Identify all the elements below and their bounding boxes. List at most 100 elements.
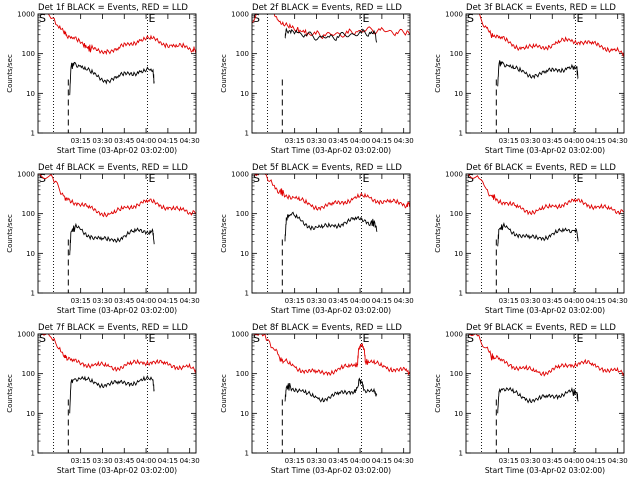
x-tick-label: 03:15 bbox=[499, 137, 519, 145]
plot-frame bbox=[251, 333, 411, 454]
y-tick-label: 1 bbox=[31, 130, 35, 138]
x-axis-label: Start Time (03-Apr-02 03:02:00) bbox=[485, 466, 605, 475]
start-label: S bbox=[39, 332, 46, 345]
lld-series-line bbox=[466, 334, 624, 377]
x-tick-label: 04:30 bbox=[180, 137, 200, 145]
y-tick-label: 1000 bbox=[17, 11, 35, 19]
x-tick-label: 04:30 bbox=[608, 297, 628, 305]
x-tick-label: 03:45 bbox=[542, 297, 562, 305]
panel-3: Det 3f BLACK = Events, RED = LLD Counts/s… bbox=[434, 3, 628, 155]
y-tick-label: 10 bbox=[454, 90, 463, 98]
plot-frame bbox=[37, 13, 197, 134]
panel-title: Det 9f BLACK = Events, RED = LLD bbox=[466, 323, 616, 333]
y-tick-label: 1000 bbox=[231, 331, 249, 339]
lld-series-line bbox=[466, 174, 624, 216]
x-tick-label: 04:00 bbox=[564, 297, 584, 305]
x-tick-label: 04:30 bbox=[394, 457, 414, 465]
y-tick-label: 1000 bbox=[231, 11, 249, 19]
x-tick-label: 04:15 bbox=[372, 457, 392, 465]
y-tick-label: 10 bbox=[240, 90, 249, 98]
end-label: E bbox=[148, 172, 155, 185]
end-label: E bbox=[148, 332, 155, 345]
x-tick-label: 03:15 bbox=[285, 137, 305, 145]
x-tick-label: 03:15 bbox=[285, 457, 305, 465]
x-tick-label: 04:15 bbox=[372, 137, 392, 145]
x-tick-label: 03:45 bbox=[114, 297, 134, 305]
start-label: S bbox=[467, 172, 474, 185]
panel-6: Det 6f BLACK = Events, RED = LLD Counts/s… bbox=[434, 163, 628, 315]
y-tick-label: 1 bbox=[31, 450, 35, 458]
x-tick-label: 04:30 bbox=[608, 137, 628, 145]
y-tick-label: 10 bbox=[26, 410, 35, 418]
x-tick-label: 03:15 bbox=[71, 297, 91, 305]
x-tick-label: 03:30 bbox=[520, 457, 540, 465]
start-label: S bbox=[253, 172, 260, 185]
x-tick-label: 03:15 bbox=[499, 297, 519, 305]
y-axis-label: Counts/sec bbox=[434, 374, 442, 413]
panel-title: Det 8f BLACK = Events, RED = LLD bbox=[252, 323, 402, 333]
x-tick-label: 04:00 bbox=[350, 297, 370, 305]
y-tick-label: 1 bbox=[245, 130, 249, 138]
x-tick-label: 04:15 bbox=[158, 457, 178, 465]
y-tick-label: 1000 bbox=[445, 331, 463, 339]
x-axis-label: Start Time (03-Apr-02 03:02:00) bbox=[485, 306, 605, 315]
x-tick-label: 03:15 bbox=[71, 137, 91, 145]
panel-title: Det 1f BLACK = Events, RED = LLD bbox=[38, 3, 188, 13]
x-tick-label: 03:30 bbox=[92, 457, 112, 465]
y-tick-label: 1000 bbox=[231, 171, 249, 179]
end-label: E bbox=[362, 172, 369, 185]
events-series-line bbox=[497, 60, 579, 87]
x-tick-label: 04:30 bbox=[394, 297, 414, 305]
lld-series-line bbox=[38, 174, 196, 218]
y-tick-label: 1 bbox=[459, 450, 463, 458]
panel-title: Det 6f BLACK = Events, RED = LLD bbox=[466, 163, 616, 173]
y-tick-label: 10 bbox=[454, 410, 463, 418]
y-tick-label: 1 bbox=[459, 130, 463, 138]
y-tick-label: 100 bbox=[236, 210, 249, 218]
start-label: S bbox=[39, 12, 46, 25]
start-label: S bbox=[253, 332, 260, 345]
events-series-line bbox=[497, 221, 579, 247]
x-axis-label: Start Time (03-Apr-02 03:02:00) bbox=[57, 146, 177, 155]
x-tick-label: 03:45 bbox=[114, 137, 134, 145]
end-label: E bbox=[576, 332, 583, 345]
y-tick-label: 1 bbox=[245, 290, 249, 298]
x-tick-label: 04:00 bbox=[564, 137, 584, 145]
x-tick-label: 03:15 bbox=[285, 297, 305, 305]
events-series-line bbox=[497, 386, 579, 414]
panel-1: Det 1f BLACK = Events, RED = LLD Counts/s… bbox=[6, 3, 200, 155]
plot-frame bbox=[251, 13, 411, 134]
y-axis-label: Counts/sec bbox=[434, 54, 442, 93]
x-tick-label: 04:30 bbox=[608, 457, 628, 465]
panel-8: Det 8f BLACK = Events, RED = LLD Counts/s… bbox=[220, 323, 414, 475]
y-axis-label: Counts/sec bbox=[6, 214, 14, 253]
y-tick-label: 100 bbox=[22, 210, 35, 218]
y-tick-label: 10 bbox=[26, 250, 35, 258]
lld-series-line bbox=[252, 14, 410, 40]
y-tick-label: 1 bbox=[245, 450, 249, 458]
y-tick-label: 100 bbox=[450, 210, 463, 218]
x-tick-label: 03:30 bbox=[306, 137, 326, 145]
panel-2: Det 2f BLACK = Events, RED = LLD Counts/s… bbox=[220, 3, 414, 155]
x-tick-label: 04:00 bbox=[350, 457, 370, 465]
panel-5: Det 5f BLACK = Events, RED = LLD Counts/s… bbox=[220, 163, 414, 315]
lld-series-line bbox=[38, 14, 196, 56]
plot-frame bbox=[251, 173, 411, 294]
x-tick-label: 03:30 bbox=[92, 297, 112, 305]
x-axis-label: Start Time (03-Apr-02 03:02:00) bbox=[57, 306, 177, 315]
x-tick-label: 03:45 bbox=[328, 137, 348, 145]
events-series-line bbox=[69, 61, 155, 96]
end-label: E bbox=[148, 12, 155, 25]
x-tick-label: 04:00 bbox=[564, 457, 584, 465]
x-tick-label: 03:30 bbox=[92, 137, 112, 145]
y-tick-label: 1000 bbox=[17, 331, 35, 339]
x-tick-label: 04:15 bbox=[586, 297, 606, 305]
panel-title: Det 3f BLACK = Events, RED = LLD bbox=[466, 3, 616, 13]
y-tick-label: 1000 bbox=[17, 171, 35, 179]
x-tick-label: 03:15 bbox=[499, 457, 519, 465]
events-series-line bbox=[284, 377, 378, 403]
y-tick-label: 10 bbox=[240, 250, 249, 258]
lld-series-line bbox=[476, 14, 624, 58]
